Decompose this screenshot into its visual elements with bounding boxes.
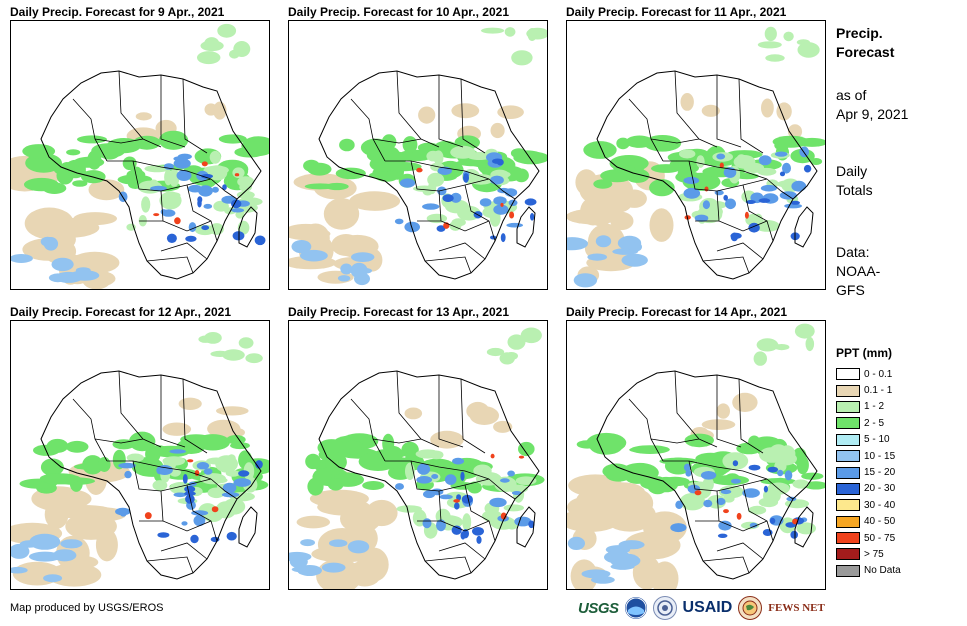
legend-label: 0 - 0.1 <box>864 368 893 380</box>
legend-row: No Data <box>836 563 901 579</box>
legend-label: 10 - 15 <box>864 450 896 462</box>
sidebar-data-source: Data: NOAA- GFS <box>836 243 880 300</box>
legend-swatch <box>836 499 860 512</box>
fews-net-logo: FEWS NET <box>768 602 825 614</box>
legend-swatch <box>836 368 860 381</box>
data-line-1: Data: <box>836 244 870 260</box>
legend-row: 0.1 - 1 <box>836 382 901 398</box>
sidebar-asof: as of Apr 9, 2021 <box>836 86 908 124</box>
legend-row: 40 - 50 <box>836 514 901 530</box>
legend-label: 20 - 30 <box>864 483 896 495</box>
legend-swatch <box>836 532 860 545</box>
usgs-logo: USGS <box>578 599 619 617</box>
sidebar-totals: Daily Totals <box>836 162 873 200</box>
credit-text: Map produced by USGS/EROS <box>10 602 164 614</box>
legend-label: > 75 <box>864 548 884 560</box>
legend-label: 0.1 - 1 <box>864 385 893 397</box>
legend-label: 2 - 5 <box>864 417 885 429</box>
legend-swatch <box>836 564 860 577</box>
fews-globe-icon <box>738 596 763 620</box>
forecast-map-6 <box>566 320 826 590</box>
legend-label: 5 - 10 <box>864 434 890 446</box>
legend-row: > 75 <box>836 546 901 562</box>
legend-label: 40 - 50 <box>864 516 896 528</box>
panel-title-6: Daily Precip. Forecast for 14 Apr., 2021 <box>566 305 787 319</box>
totals-line-1: Daily <box>836 163 868 179</box>
legend-swatch <box>836 482 860 495</box>
heading-line-1: Precip. <box>836 25 883 41</box>
legend-title: PPT (mm) <box>836 346 893 360</box>
legend-row: 20 - 30 <box>836 481 901 497</box>
legend-label: 1 - 2 <box>864 401 885 413</box>
legend-swatch <box>836 450 860 463</box>
doi-seal-icon <box>652 596 677 620</box>
forecast-map-3 <box>566 20 826 290</box>
asof-line-2: Apr 9, 2021 <box>836 106 909 122</box>
legend-row: 2 - 5 <box>836 415 901 431</box>
totals-line-2: Totals <box>836 182 873 198</box>
legend-row: 50 - 75 <box>836 530 901 546</box>
legend-swatch <box>836 400 860 413</box>
legend-row: 1 - 2 <box>836 399 901 415</box>
panel-title-3: Daily Precip. Forecast for 11 Apr., 2021 <box>566 5 787 19</box>
legend-row: 15 - 20 <box>836 464 901 480</box>
panel-title-2: Daily Precip. Forecast for 10 Apr., 2021 <box>288 5 509 19</box>
legend-swatch <box>836 548 860 561</box>
panel-title-1: Daily Precip. Forecast for 9 Apr., 2021 <box>10 5 225 19</box>
legend-row: 10 - 15 <box>836 448 901 464</box>
heading-line-2: Forecast <box>836 44 895 60</box>
legend-row: 5 - 10 <box>836 432 901 448</box>
logo-strip: USGS USAID FEWS NET <box>578 595 825 621</box>
panel-title-4: Daily Precip. Forecast for 12 Apr., 2021 <box>10 305 231 319</box>
forecast-map-2 <box>288 20 548 290</box>
legend-swatch <box>836 515 860 528</box>
legend-label: 15 - 20 <box>864 467 896 479</box>
legend-swatch <box>836 433 860 446</box>
sidebar-heading: Precip. Forecast <box>836 24 894 62</box>
legend-swatch <box>836 466 860 479</box>
forecast-map-5 <box>288 320 548 590</box>
data-line-3: GFS <box>836 282 865 298</box>
forecast-map-1 <box>10 20 270 290</box>
data-line-2: NOAA- <box>836 263 881 279</box>
asof-line-1: as of <box>836 87 867 103</box>
panel-title-5: Daily Precip. Forecast for 13 Apr., 2021 <box>288 305 509 319</box>
noaa-logo-icon <box>624 597 647 619</box>
legend: 0 - 0.1 0.1 - 1 1 - 2 2 - 5 5 - 10 10 - 15 15 … <box>836 366 901 579</box>
legend-label: 50 - 75 <box>864 532 896 544</box>
legend-label: No Data <box>864 565 901 577</box>
legend-label: 30 - 40 <box>864 499 896 511</box>
forecast-map-4 <box>10 320 270 590</box>
legend-swatch <box>836 384 860 397</box>
legend-row: 0 - 0.1 <box>836 366 901 382</box>
legend-swatch <box>836 417 860 430</box>
usaid-logo: USAID <box>682 599 733 616</box>
legend-row: 30 - 40 <box>836 497 901 513</box>
